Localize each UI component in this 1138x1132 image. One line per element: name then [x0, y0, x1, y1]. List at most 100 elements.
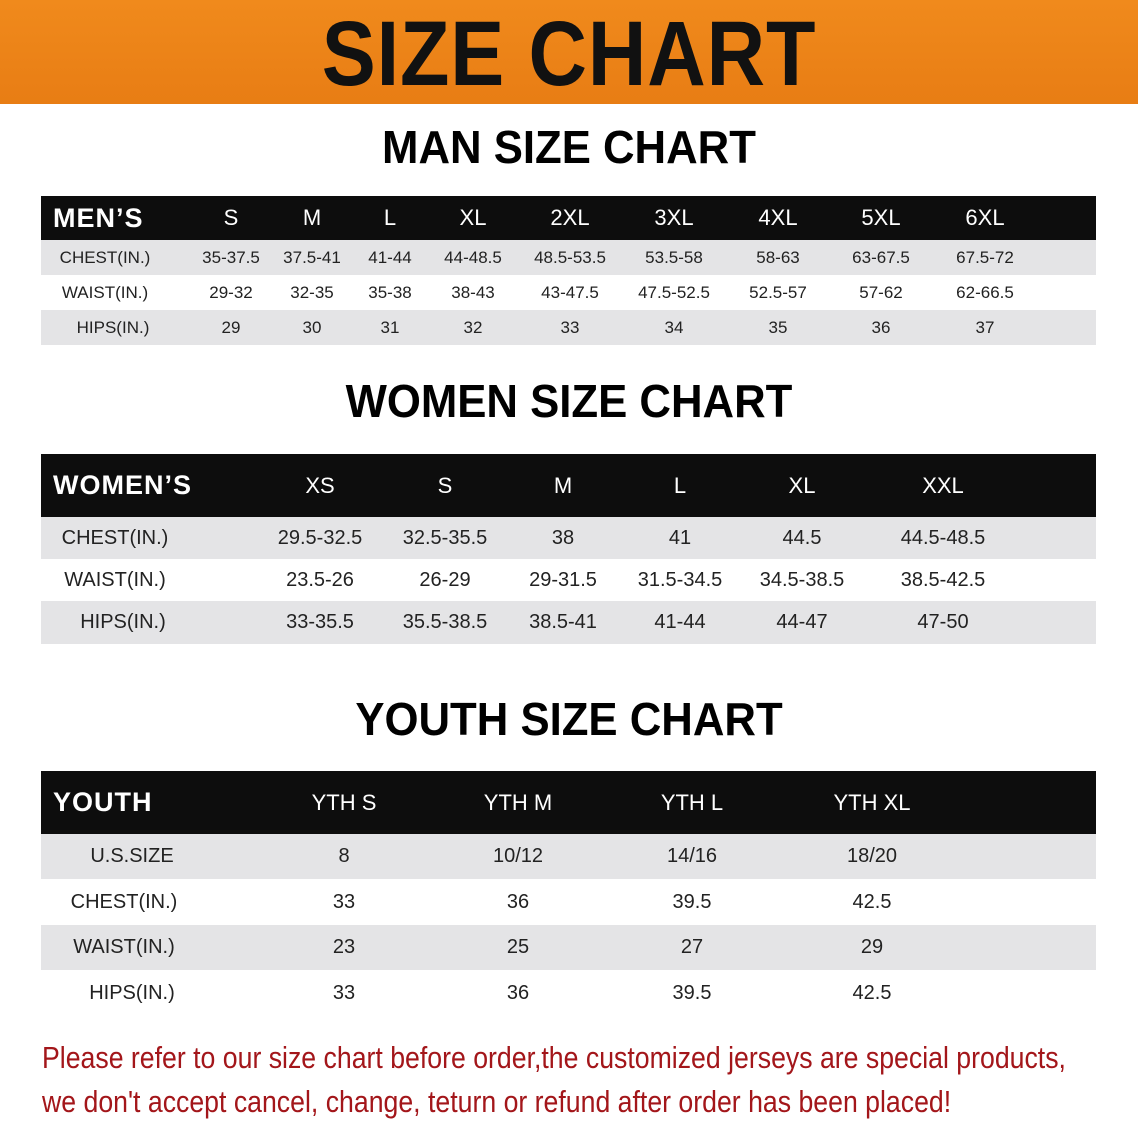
size-column-header: XL [788, 472, 816, 498]
table-cell: 23.5-26 [286, 568, 354, 591]
table-header-row: MEN’S S M L XL 2XL 3XL 4XL 5XL 6XL [41, 196, 1096, 240]
table-cell: 39.5 [672, 981, 712, 1004]
size-column-header: S [437, 472, 453, 498]
table-cell: 29-32 [209, 282, 253, 302]
size-column-header: 2XL [550, 205, 590, 230]
table-row: WAIST(IN.) 23 25 27 29 [41, 925, 1096, 970]
table-row: CHEST(IN.) 35-37.5 37.5-41 41-44 44-48.5 48.5… [41, 240, 1096, 275]
table-cell: 38-43 [451, 282, 495, 302]
table-cell: 38 [551, 526, 575, 549]
table-cell: 33 [332, 981, 356, 1004]
table-cell: 41-44 [654, 611, 706, 633]
row-label: CHEST(IN.) [61, 526, 169, 549]
table-cell: 29 [860, 936, 884, 958]
table-cell: 41-44 [368, 247, 412, 267]
notice-line-1: Please refer to our size chart before or… [42, 1040, 1066, 1075]
size-column-header: 3XL [654, 205, 694, 230]
size-column-header: L [383, 205, 397, 230]
size-column-header: YTH XL [833, 789, 911, 815]
table-row: WAIST(IN.) 23.5-26 26-29 29-31.5 31.5-34.5 34… [41, 559, 1096, 601]
table-cell: 53.5-58 [645, 247, 703, 267]
table-cell: 31 [380, 317, 400, 337]
table-header-label: WOMEN’S [53, 470, 192, 500]
table-row: CHEST(IN.) 33 36 39.5 42.5 [41, 879, 1096, 925]
table-cell: 8 [338, 845, 350, 867]
table-cell: 33 [560, 317, 580, 337]
table-cell: 35 [768, 317, 788, 337]
table-cell: 34.5-38.5 [759, 568, 845, 591]
table-row: WAIST(IN.) 29-32 32-35 35-38 38-43 43-47.5 47.… [41, 275, 1096, 310]
row-label: CHEST(IN.) [59, 247, 151, 267]
table-cell: 23 [332, 936, 356, 958]
row-label: WAIST(IN.) [64, 568, 166, 591]
row-label: WAIST(IN.) [61, 282, 149, 302]
size-column-header: YTH L [660, 789, 724, 815]
table-header-row: YOUTH YTH S YTH M YTH L YTH XL [41, 771, 1096, 834]
table-cell: 44-48.5 [444, 247, 502, 267]
table-row: CHEST(IN.) 29.5-32.5 32.5-35.5 38 41 44.5 44.5… [41, 517, 1096, 559]
table-row: HIPS(IN.) 33 36 39.5 42.5 [41, 970, 1096, 1016]
table-header-label: YOUTH [53, 787, 153, 817]
size-column-header: 6XL [965, 205, 1005, 230]
size-column-header: XS [305, 472, 335, 498]
table-cell: 29 [221, 317, 241, 337]
youth-section-title: YOUTH SIZE CHART [355, 693, 783, 745]
men-section-title: MAN SIZE CHART [382, 121, 756, 173]
table-cell: 32 [463, 317, 483, 337]
women-size-table: WOMEN’S XS S M L XL XXL CHEST(IN.) 29.5-32.5 32.5… [41, 454, 1096, 644]
table-cell: 37 [975, 317, 995, 337]
men-size-table: MEN’S S M L XL 2XL 3XL 4XL 5XL 6XL CHEST(IN.) 35-37… [41, 196, 1096, 346]
size-column-header: M [553, 472, 573, 498]
table-cell: 36 [871, 317, 891, 337]
table-cell: 62-66.5 [956, 282, 1014, 302]
table-cell: 58-63 [756, 247, 800, 267]
table-cell: 34 [664, 317, 684, 337]
row-label: HIPS(IN.) [76, 317, 150, 337]
table-cell: 52.5-57 [749, 282, 807, 302]
table-cell: 10/12 [492, 845, 544, 867]
table-row: U.S.SIZE 8 10/12 14/16 18/20 [41, 834, 1096, 879]
table-cell: 33 [332, 890, 356, 913]
table-cell: 35-38 [368, 282, 412, 302]
table-cell: 44.5-48.5 [900, 526, 986, 549]
table-cell: 57-62 [859, 282, 903, 302]
table-cell: 14/16 [666, 845, 718, 867]
table-cell: 36 [506, 981, 530, 1004]
size-column-header: YTH S [311, 789, 377, 815]
size-column-header: YTH M [483, 789, 553, 815]
table-cell: 29.5-32.5 [277, 526, 363, 549]
size-column-header: S [223, 205, 239, 230]
row-label: U.S.SIZE [90, 845, 174, 867]
row-label: CHEST(IN.) [70, 890, 178, 913]
row-label: HIPS(IN.) [80, 611, 166, 633]
size-column-header: 4XL [758, 205, 798, 230]
table-cell: 31.5-34.5 [637, 568, 723, 591]
table-cell: 42.5 [852, 981, 892, 1004]
table-row: HIPS(IN.) 29 30 31 32 33 34 35 36 37 [41, 310, 1096, 345]
page-title: SIZE CHART [321, 3, 817, 105]
size-column-header: XXL [922, 472, 964, 498]
table-cell: 47.5-52.5 [638, 282, 710, 302]
size-column-header: M [302, 205, 322, 230]
table-header-label: MEN’S [53, 202, 144, 233]
table-cell: 26-29 [419, 568, 471, 591]
size-column-header: XL [459, 205, 487, 230]
table-cell: 39.5 [672, 890, 712, 913]
table-row: HIPS(IN.) 33-35.5 35.5-38.5 38.5-41 41-44 44-… [41, 601, 1096, 644]
table-cell: 30 [302, 317, 322, 337]
row-label: WAIST(IN.) [73, 936, 175, 958]
table-cell: 38.5-41 [529, 611, 597, 633]
youth-size-table: YOUTH YTH S YTH M YTH L YTH XL U.S.SIZE 8 10/12… [41, 771, 1096, 1016]
table-cell: 47-50 [917, 611, 969, 633]
table-cell: 63-67.5 [852, 247, 910, 267]
table-header-row: WOMEN’S XS S M L XL XXL [41, 454, 1096, 517]
order-notice: Please refer to our size chart before or… [42, 1036, 1126, 1124]
size-column-header: L [673, 472, 687, 498]
women-section-title: WOMEN SIZE CHART [345, 375, 793, 427]
table-cell: 32.5-35.5 [402, 526, 488, 549]
table-cell: 35-37.5 [202, 247, 260, 267]
table-cell: 67.5-72 [956, 247, 1014, 267]
size-column-header: 5XL [861, 205, 901, 230]
table-cell: 29-31.5 [529, 568, 597, 591]
table-cell: 42.5 [852, 890, 892, 913]
